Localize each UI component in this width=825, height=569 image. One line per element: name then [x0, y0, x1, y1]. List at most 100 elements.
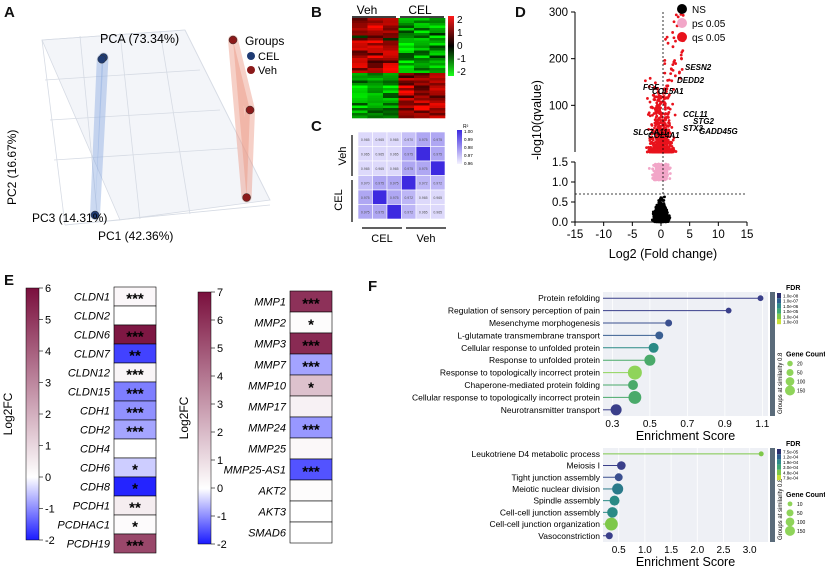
heatmap-b-cell	[429, 115, 446, 119]
volcano-point-q	[674, 39, 677, 43]
f2-plot-bg	[603, 448, 768, 542]
e2-significance: ***	[302, 296, 320, 313]
e1-significance: ***	[126, 538, 144, 555]
volcano-point-q	[669, 72, 673, 76]
volcano-y-tick: 0.0	[552, 217, 568, 229]
heatmap-b-cell	[367, 28, 384, 31]
heatmap-b-cell	[414, 93, 430, 96]
e1-gene-label: CDH4	[80, 444, 110, 456]
volcano-point-q	[652, 98, 656, 101]
volcano-gene-label: SLC7A11	[633, 128, 668, 137]
heatmap-b-cell	[352, 30, 368, 34]
e2-gene-label: AKT3	[257, 507, 286, 519]
volcano-point-q	[655, 101, 659, 105]
heatmap-b-cell	[367, 113, 384, 116]
volcano-point-q	[656, 90, 660, 94]
heatmap-b-cell	[367, 103, 384, 106]
heatmap-b-cell	[414, 110, 430, 114]
f2-fdr-tick: 1.9e-04	[783, 460, 799, 465]
e1-significance: ***	[126, 424, 144, 441]
heatmap-b-cell	[367, 78, 384, 81]
e1-gene-label: CLDN6	[74, 330, 111, 342]
heatmap-b-cell	[398, 68, 415, 71]
e2-colorbar	[197, 291, 212, 545]
e2-significance: *	[308, 380, 314, 397]
volcano-point-q	[654, 147, 658, 151]
heatmap-b-cell	[429, 28, 446, 31]
f1-group-bar	[770, 292, 775, 416]
volcano-point-q	[670, 144, 674, 148]
volcano-x-label: Log2 (Fold change)	[609, 247, 717, 261]
heatmap-b-col-veh: Veh	[357, 3, 378, 17]
heatmap-b-cell	[383, 95, 399, 99]
heatmap-b-cell	[383, 85, 399, 89]
volcano-point-q	[667, 119, 671, 122]
heatmap-b-cell	[383, 108, 399, 111]
e2-colorbar-tick: 5	[217, 343, 223, 355]
f1-term-label: Regulation of sensory perception of pain	[448, 306, 600, 316]
heatmap-b-cell	[398, 58, 415, 61]
volcano-point-q	[665, 150, 669, 154]
e2-gene-label: MMP3	[254, 339, 287, 351]
volcano-point-ns	[663, 212, 667, 216]
volcano-point-ns	[654, 212, 658, 216]
heatmap-b-cell	[398, 38, 415, 41]
f1-size-tick: 100	[797, 379, 806, 385]
pca-legend-cel-swatch	[247, 52, 255, 60]
heatmap-b-colorbar-tick: 1	[457, 28, 463, 39]
heatmap-b-cell	[414, 28, 430, 31]
heatmap-b-cell	[398, 35, 415, 39]
volcano-point-q	[663, 138, 667, 141]
pca-hull-cel	[90, 52, 109, 220]
f2-size-tick: 100	[797, 520, 806, 526]
volcano-point-q	[678, 70, 681, 74]
volcano-point-p	[656, 170, 659, 174]
f1-term-label: Mesenchyme morphogenesis	[489, 318, 600, 328]
e2-colorbar-tick: -1	[217, 511, 227, 523]
heatmap-b-cell	[414, 80, 430, 84]
volcano-point-p	[657, 166, 660, 169]
correlation-cell	[430, 160, 446, 176]
volcano-point-p	[655, 173, 658, 177]
volcano-point-q	[652, 112, 656, 115]
volcano-y-tick: 100	[549, 100, 568, 112]
volcano-point-q	[670, 126, 674, 129]
volcano-point-q	[657, 98, 661, 102]
heatmap-b-cell	[398, 40, 415, 44]
heatmap-b-cell	[414, 100, 430, 104]
heatmap-b-cell	[429, 18, 446, 21]
f1-x-tick: 0.3	[605, 419, 619, 430]
volcano-point-q	[668, 143, 672, 147]
volcano-point-q	[668, 123, 671, 127]
volcano-y-label: -log10(qvalue)	[530, 80, 544, 160]
e1-colorbar-tick: 0	[45, 472, 51, 484]
heatmap-b-cell	[383, 65, 399, 69]
heatmap-b-cell	[352, 95, 368, 99]
heatmap-b-cell	[383, 68, 399, 71]
volcano-point-p	[647, 167, 651, 170]
volcano-plot: -15 -10 -5 0 5 10 15 0.0 0.5 1.0 1.5 100 200 300 SESN…	[530, 4, 753, 261]
heatmap-b-cell	[367, 48, 384, 51]
correlation-cell-value: 0.965	[375, 167, 384, 171]
f1-dot	[757, 295, 764, 302]
volcano-point-p	[664, 177, 668, 181]
correlation-cell-value: 0.970	[361, 181, 370, 185]
correlation-cell-value: 0.965	[375, 152, 384, 156]
f2-dot	[612, 483, 624, 495]
volcano-point-q	[672, 88, 676, 91]
volcano-point-q	[667, 128, 671, 132]
heatmap-b-cell	[398, 105, 415, 109]
f1-term-label: Neurotransmitter transport	[501, 405, 601, 415]
volcano-point-q	[653, 150, 657, 153]
pc3-axis-label: PC3 (14.31%)	[32, 211, 107, 225]
volcano-point-q	[662, 119, 665, 122]
heatmap-b-cell	[352, 63, 368, 66]
heatmap-b-cell	[352, 103, 368, 106]
heatmap-b-cell	[429, 80, 446, 84]
heatmap-b-cell	[429, 53, 446, 56]
heatmap-b-cell	[414, 103, 430, 106]
heatmap-b-cell	[367, 105, 384, 109]
e1-colorbar	[25, 287, 40, 541]
heatmap-b-cell	[352, 50, 368, 54]
panel-label-c: C	[311, 118, 322, 135]
